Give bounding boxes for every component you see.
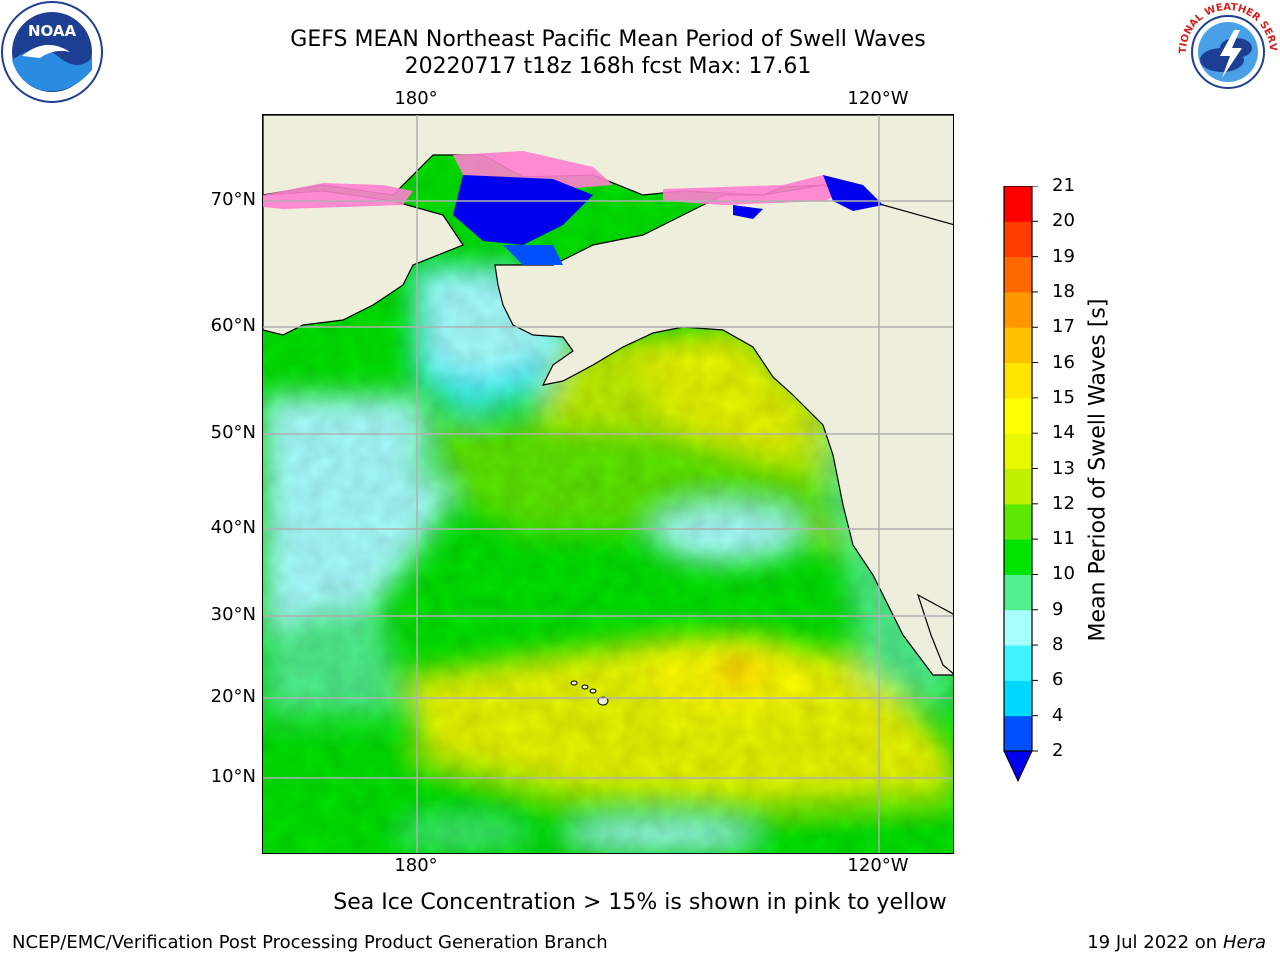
colorbar-tick-label: 18 (1052, 280, 1075, 302)
colorbar-segment (1004, 397, 1032, 434)
sea-ice-note: Sea Ice Concentration > 15% is shown in … (333, 890, 947, 915)
colorbar-segment (1004, 468, 1032, 505)
colorbar-segment (1004, 291, 1032, 328)
colorbar-segment (1004, 645, 1032, 681)
chart-title: GEFS MEAN Northeast Pacific Mean Period … (290, 27, 926, 52)
colorbar-segment (1004, 609, 1032, 646)
map-panel (262, 114, 954, 854)
footer-host: Hera (1222, 932, 1266, 953)
colorbar-tick-label: 14 (1052, 422, 1075, 444)
lon-label-top-120w: 120°W (847, 88, 909, 109)
noaa-logo: NOAA (1, 1, 103, 103)
hawaii-islands (570, 680, 609, 706)
colorbar-tick-label: 13 (1052, 457, 1075, 479)
colorbar-tick-label: 17 (1052, 316, 1075, 338)
colorbar-tick-label: 4 (1052, 704, 1064, 726)
graticule (263, 115, 953, 853)
colorbar-segment (1004, 715, 1032, 752)
colorbar-segment (1004, 186, 1032, 222)
lat-label-50n: 50°N (210, 422, 256, 443)
colorbar (1003, 186, 1038, 783)
footer-date-text: 19 Jul 2022 on (1087, 932, 1218, 953)
map-svg (263, 115, 953, 853)
colorbar-segment (1004, 433, 1032, 469)
sea-ice (263, 151, 883, 265)
lat-label-60n: 60°N (210, 315, 256, 336)
colorbar-tick-label: 15 (1052, 386, 1075, 408)
lon-label-bottom-120w: 120°W (847, 855, 909, 876)
colorbar-segment (1004, 574, 1032, 611)
colorbar-segment (1004, 539, 1032, 575)
noaa-logo-text: NOAA (28, 22, 77, 40)
lon-label-bottom-180: 180° (394, 855, 438, 876)
colorbar-tick-label: 20 (1052, 210, 1075, 232)
colorbar-segment (1004, 362, 1032, 399)
colorbar-tick-label: 11 (1052, 528, 1075, 550)
colorbar-tick-label: 21 (1052, 175, 1075, 196)
lat-label-20n: 20°N (210, 686, 256, 707)
colorbar-segment (1004, 503, 1032, 540)
colorbar-tick-label: 8 (1052, 634, 1064, 656)
colorbar-under-extend (1003, 750, 1033, 783)
colorbar-segment (1004, 256, 1032, 293)
colorbar-tick-label: 6 (1052, 669, 1064, 691)
chart-subtitle: 20220717 t18z 168h fcst Max: 17.61 (404, 54, 812, 79)
colorbar-tick-label: 19 (1052, 245, 1075, 267)
lon-label-top-180: 180° (394, 88, 438, 109)
colorbar-segment (1004, 680, 1032, 717)
nws-logo: NATIONAL WEATHER SERVICE (1176, 0, 1278, 102)
colorbar-segment (1004, 327, 1032, 364)
lat-label-10n: 10°N (210, 766, 256, 787)
colorbar-tick-label: 16 (1052, 351, 1075, 373)
colorbar-tick-label: 2 (1052, 740, 1064, 761)
colorbar-tick-label: 12 (1052, 492, 1075, 514)
colorbar-tick-label: 10 (1052, 563, 1075, 585)
lat-label-70n: 70°N (210, 189, 256, 210)
footer-org: NCEP/EMC/Verification Post Processing Pr… (12, 932, 608, 953)
lat-label-40n: 40°N (210, 517, 256, 538)
colorbar-label: Mean Period of Swell Waves [s] (1085, 298, 1111, 642)
colorbar-segment (1004, 221, 1032, 258)
lat-label-30n: 30°N (210, 604, 256, 625)
footer-date: 19 Jul 2022 on Hera (1087, 932, 1266, 953)
colorbar-tick-label: 9 (1052, 598, 1064, 620)
